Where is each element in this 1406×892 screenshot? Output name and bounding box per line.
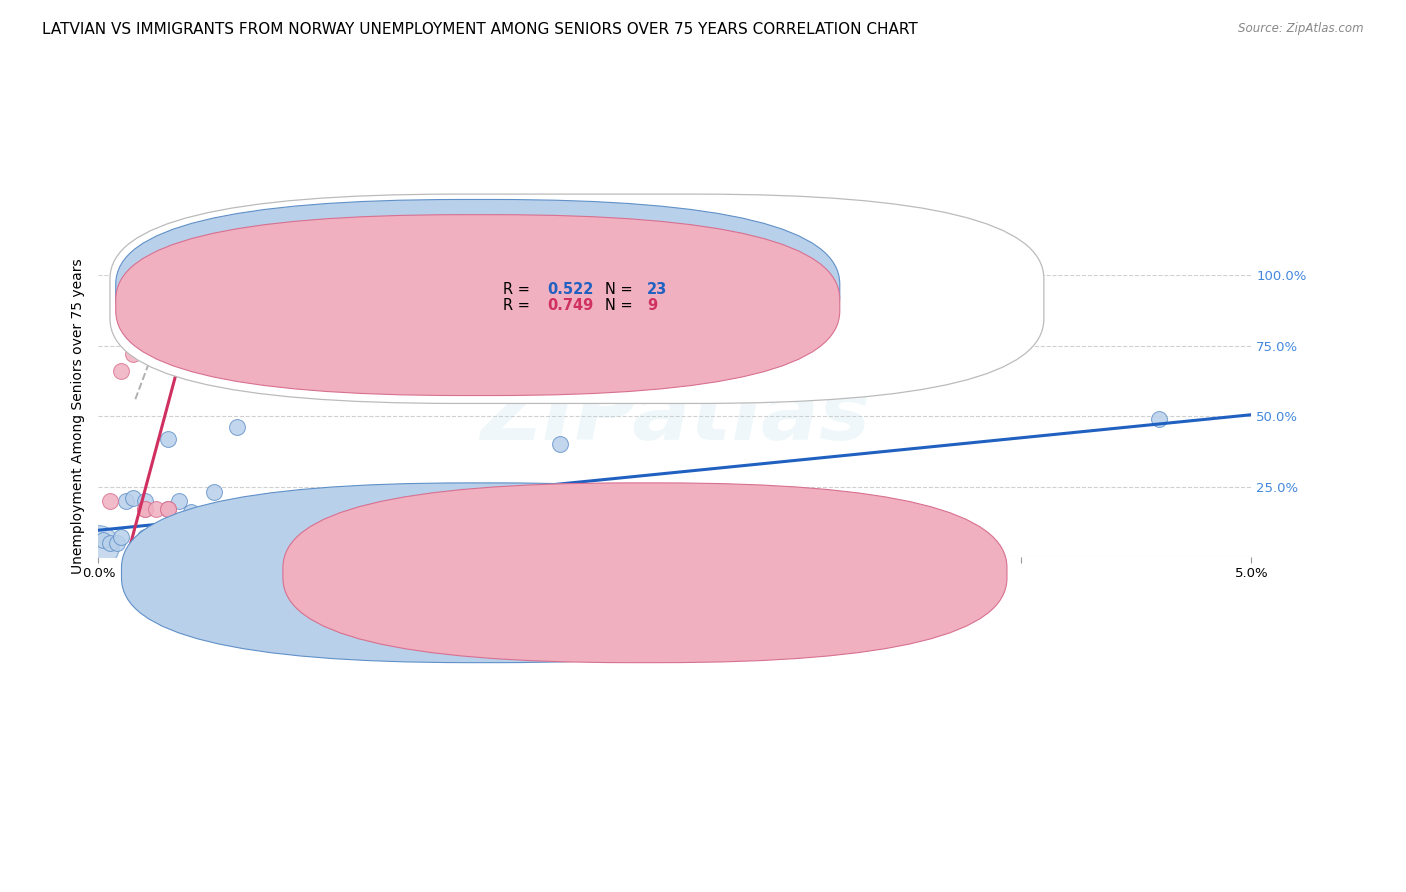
Point (387, 485, 409, 500)
Text: ZIPatlas: ZIPatlas (479, 375, 870, 458)
Point (98, 536, 121, 550)
Text: R =: R = (503, 283, 534, 297)
Point (91, 533, 114, 547)
Point (156, 502, 179, 516)
Point (180, 301, 202, 316)
Point (167, 493, 190, 508)
Y-axis label: Unemployment Among Seniors over 75 years: Unemployment Among Seniors over 75 years (72, 259, 86, 574)
Text: R =: R = (503, 298, 534, 312)
Point (180, 516, 202, 531)
Point (134, 493, 156, 508)
Text: Source: ZipAtlas.com: Source: ZipAtlas.com (1239, 22, 1364, 36)
Point (145, 530, 167, 544)
Text: N =: N = (605, 283, 637, 297)
Point (129, 536, 152, 550)
FancyBboxPatch shape (110, 194, 1043, 403)
Point (134, 502, 156, 516)
Point (156, 502, 179, 516)
FancyBboxPatch shape (121, 483, 845, 663)
Text: 0.749: 0.749 (547, 298, 593, 312)
Text: Latvians: Latvians (508, 566, 567, 580)
Point (180, 505, 202, 519)
Text: Immigrants from Norway: Immigrants from Norway (669, 566, 842, 580)
Point (122, 347, 145, 361)
Point (110, 364, 132, 378)
Point (98, 493, 121, 508)
FancyBboxPatch shape (115, 200, 839, 380)
Text: N =: N = (605, 298, 637, 312)
Point (156, 432, 179, 446)
Point (134, 530, 156, 544)
Point (156, 536, 179, 550)
Point (105, 536, 128, 550)
Text: 9: 9 (647, 298, 658, 312)
Point (387, 536, 409, 550)
FancyBboxPatch shape (115, 215, 839, 395)
Point (115, 493, 138, 508)
Point (134, 502, 156, 516)
FancyBboxPatch shape (283, 483, 1007, 663)
Text: 0.522: 0.522 (547, 283, 593, 297)
Text: LATVIAN VS IMMIGRANTS FROM NORWAY UNEMPLOYMENT AMONG SENIORS OVER 75 YEARS CORRE: LATVIAN VS IMMIGRANTS FROM NORWAY UNEMPL… (42, 22, 918, 37)
Point (1147, 412, 1170, 426)
Point (156, 502, 179, 516)
Point (145, 502, 167, 516)
Point (664, 372, 686, 386)
Point (110, 530, 132, 544)
Point (122, 491, 145, 505)
Point (225, 420, 247, 434)
Point (548, 437, 571, 451)
Point (87, 539, 110, 553)
Text: 23: 23 (647, 283, 668, 297)
Point (202, 485, 225, 500)
